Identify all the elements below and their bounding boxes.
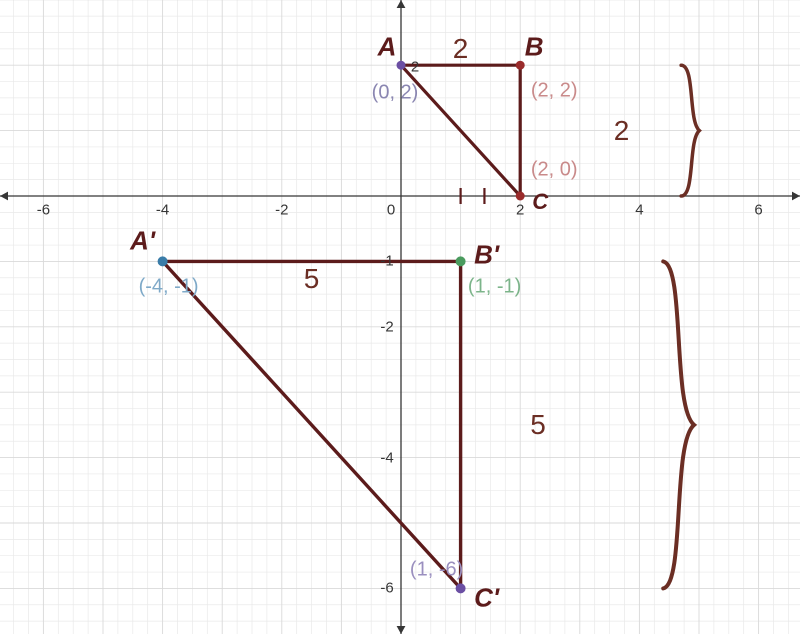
x-tick-label: 2: [516, 202, 524, 219]
x-tick-label: 0: [387, 202, 395, 219]
vertex-C: [516, 192, 525, 201]
vertex-label-B: B: [525, 32, 544, 63]
vertex-label-Cprime: C': [474, 583, 499, 614]
x-tick-label: -4: [156, 202, 169, 219]
x-tick-label: -2: [275, 202, 288, 219]
vertex-B': [456, 256, 466, 266]
vertex-label-Aprime: A': [130, 226, 155, 257]
side-AB-length: 2: [453, 33, 469, 65]
x-tick-label: -6: [37, 202, 50, 219]
y-tick-label: -4: [380, 449, 393, 466]
y-tick-label: -1: [380, 253, 393, 270]
coord-Cprime: (1, -6): [410, 559, 463, 582]
side-BprimeCprime-length: 5: [530, 409, 546, 441]
coord-Aprime: (-4, -1): [139, 276, 199, 299]
y-tick-label: 2: [411, 59, 419, 76]
side-BC-length: 2: [614, 115, 630, 147]
coord-Bprime: (1, -1): [468, 276, 521, 299]
vertex-A: [397, 61, 406, 70]
coord-A: (0, 2): [372, 82, 419, 105]
y-tick-label: -6: [380, 580, 393, 597]
vertex-label-C: C: [532, 189, 548, 215]
coord-B: (2, 2): [531, 80, 578, 103]
side-AprimeBprime-length: 5: [304, 263, 320, 295]
y-tick-label: -2: [380, 318, 393, 335]
vertex-B: [516, 61, 525, 70]
x-tick-label: 4: [635, 202, 643, 219]
coord-C: (2, 0): [531, 159, 578, 182]
vertex-label-Bprime: B': [474, 240, 499, 271]
vertex-label-A: A: [378, 32, 397, 63]
x-tick-label: 6: [754, 202, 762, 219]
vertex-A': [158, 256, 168, 266]
vertex-C': [456, 583, 466, 593]
